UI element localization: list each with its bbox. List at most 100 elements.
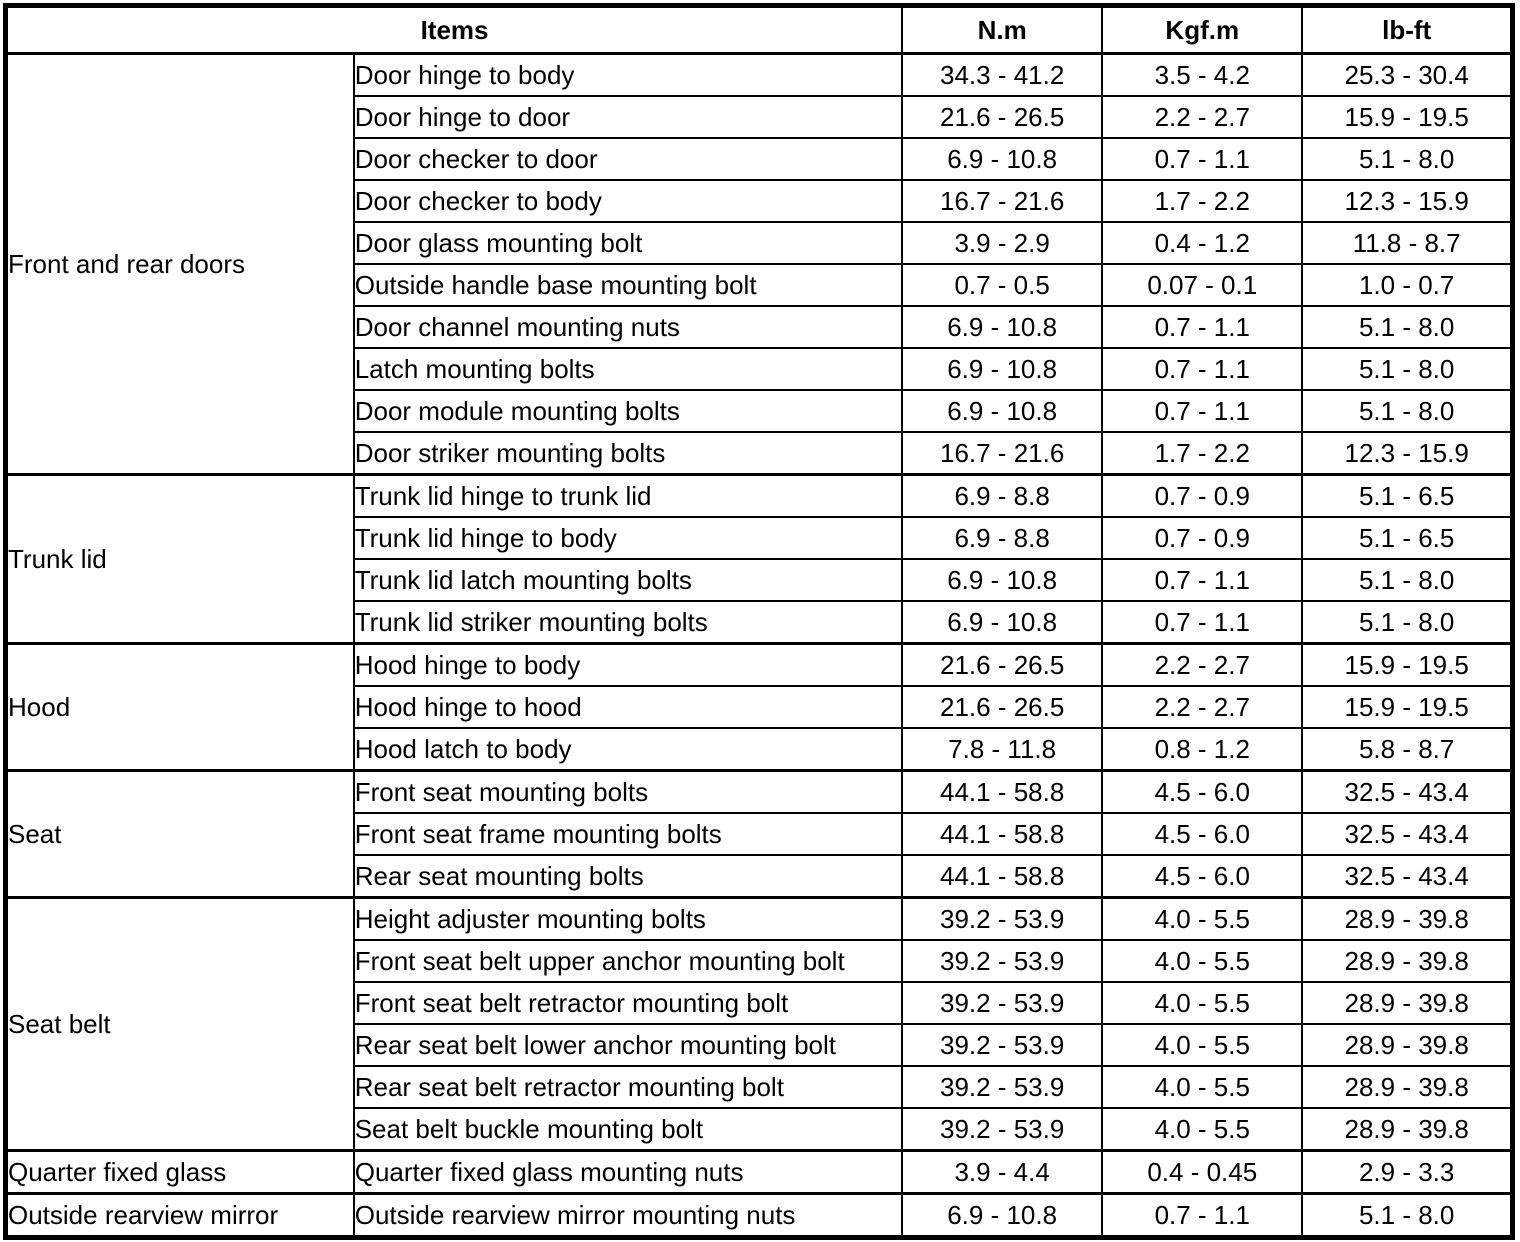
table-row: Outside rearview mirror Outside rearview …: [4, 1192, 1514, 1239]
value-cell-nm: 39.2 - 53.9: [901, 1107, 1104, 1152]
value-cell-kgfm: 3.5 - 4.2: [1101, 52, 1304, 97]
value-cell-nm: 21.6 - 26.5: [901, 95, 1104, 139]
category-cell: Trunk lid: [4, 473, 355, 645]
value-cell-lbft: 5.1 - 6.5: [1301, 516, 1514, 560]
table-row: Front seat belt retractor mounting bolt 3…: [6, 981, 1514, 1025]
value-cell-lbft: 15.9 - 19.5: [1301, 642, 1514, 687]
value-cell-lbft: 15.9 - 19.5: [1301, 685, 1514, 729]
table-row: Door checker to body 16.7 - 21.6 1.7 - 2.2…: [6, 179, 1514, 223]
item-cell: Door checker to door: [352, 137, 904, 181]
value-cell-lbft: 5.1 - 8.0: [1301, 558, 1514, 602]
item-cell: Trunk lid latch mounting bolts: [352, 558, 904, 602]
value-cell-nm: 34.3 - 41.2: [901, 52, 1104, 97]
item-cell: Rear seat belt retractor mounting bolt: [352, 1065, 904, 1109]
value-cell-kgfm: 0.4 - 0.45: [1101, 1149, 1304, 1195]
value-cell-kgfm: 2.2 - 2.7: [1101, 642, 1304, 687]
value-cell-nm: 39.2 - 53.9: [901, 1023, 1104, 1067]
value-cell-nm: 6.9 - 10.8: [901, 347, 1104, 391]
item-cell: Door hinge to door: [352, 95, 904, 139]
value-cell-nm: 6.9 - 10.8: [901, 137, 1104, 181]
value-cell-nm: 6.9 - 10.8: [901, 389, 1104, 433]
value-cell-kgfm: 4.5 - 6.0: [1101, 812, 1304, 856]
value-cell-kgfm: 2.2 - 2.7: [1101, 685, 1304, 729]
value-cell-lbft: 11.8 - 8.7: [1301, 221, 1514, 265]
value-cell-lbft: 28.9 - 39.8: [1301, 981, 1514, 1025]
value-cell-lbft: 25.3 - 30.4: [1301, 52, 1514, 97]
value-cell-kgfm: 0.8 - 1.2: [1101, 727, 1304, 772]
value-cell-kgfm: 0.7 - 1.1: [1101, 600, 1304, 645]
value-cell-kgfm: 0.7 - 1.1: [1101, 347, 1304, 391]
item-cell: Door hinge to body: [352, 52, 904, 97]
table-row: Hood latch to body 7.8 - 11.8 0.8 - 1.2 5.8…: [6, 727, 1514, 772]
table-row: Outside handle base mounting bolt 0.7 - 0…: [6, 263, 1514, 307]
value-cell-lbft: 15.9 - 19.5: [1301, 95, 1514, 139]
table-row: Door hinge to door 21.6 - 26.5 2.2 - 2.7 15…: [6, 95, 1514, 139]
item-cell: Seat belt buckle mounting bolt: [352, 1107, 904, 1152]
table-row: Trunk lid striker mounting bolts 6.9 - 10…: [6, 600, 1514, 645]
value-cell-nm: 6.9 - 8.8: [901, 516, 1104, 560]
value-cell-kgfm: 0.7 - 0.9: [1101, 473, 1304, 518]
value-cell-lbft: 28.9 - 39.8: [1301, 1065, 1514, 1109]
value-cell-lbft: 32.5 - 43.4: [1301, 769, 1514, 814]
table-row: Hood hinge to hood 21.6 - 26.5 2.2 - 2.7 15…: [6, 685, 1514, 729]
value-cell-kgfm: 4.0 - 5.5: [1101, 896, 1304, 941]
value-cell-kgfm: 2.2 - 2.7: [1101, 95, 1304, 139]
table-row: Trunk lid hinge to body 6.9 - 8.8 0.7 - 0.…: [6, 516, 1514, 560]
table-row: Latch mounting bolts 6.9 - 10.8 0.7 - 1.1 5…: [6, 347, 1514, 391]
value-cell-nm: 6.9 - 10.8: [901, 1192, 1104, 1239]
value-cell-kgfm: 4.5 - 6.0: [1101, 769, 1304, 814]
item-cell: Outside handle base mounting bolt: [352, 263, 904, 307]
value-cell-nm: 16.7 - 21.6: [901, 179, 1104, 223]
value-cell-nm: 6.9 - 10.8: [901, 600, 1104, 645]
value-cell-kgfm: 4.0 - 5.5: [1101, 981, 1304, 1025]
value-cell-nm: 6.9 - 10.8: [901, 305, 1104, 349]
item-cell: Door module mounting bolts: [352, 389, 904, 433]
col-header-nm: N.m: [901, 4, 1104, 55]
table-body: Front and rear doors Door hinge to body 34…: [4, 52, 1514, 1239]
value-cell-nm: 39.2 - 53.9: [901, 939, 1104, 983]
item-cell: Front seat frame mounting bolts: [352, 812, 904, 856]
table-row: Door module mounting bolts 6.9 - 10.8 0.7 …: [6, 389, 1514, 433]
item-cell: Trunk lid hinge to body: [352, 516, 904, 560]
value-cell-kgfm: 0.07 - 0.1: [1101, 263, 1304, 307]
value-cell-kgfm: 4.0 - 5.5: [1101, 1023, 1304, 1067]
value-cell-nm: 39.2 - 53.9: [901, 981, 1104, 1025]
table-row: Seat belt Height adjuster mounting bolts 3…: [4, 896, 1514, 1152]
value-cell-nm: 39.2 - 53.9: [901, 1065, 1104, 1109]
value-cell-lbft: 32.5 - 43.4: [1301, 812, 1514, 856]
value-cell-nm: 7.8 - 11.8: [901, 727, 1104, 772]
item-cell: Door checker to body: [352, 179, 904, 223]
value-cell-kgfm: 4.0 - 5.5: [1101, 1065, 1304, 1109]
value-cell-nm: 0.7 - 0.5: [901, 263, 1104, 307]
item-cell: Front seat belt upper anchor mounting bo…: [352, 939, 904, 983]
category-cell: Outside rearview mirror: [4, 1192, 355, 1239]
value-cell-kgfm: 4.5 - 6.0: [1101, 854, 1304, 899]
value-cell-kgfm: 1.7 - 2.2: [1101, 431, 1304, 476]
item-cell: Hood hinge to hood: [352, 685, 904, 729]
value-cell-lbft: 5.1 - 6.5: [1301, 473, 1514, 518]
category-cell: Quarter fixed glass: [4, 1149, 355, 1195]
value-cell-lbft: 5.1 - 8.0: [1301, 305, 1514, 349]
table-row: Trunk lid latch mounting bolts 6.9 - 10.8…: [6, 558, 1514, 602]
value-cell-nm: 44.1 - 58.8: [901, 812, 1104, 856]
value-cell-lbft: 2.9 - 3.3: [1301, 1149, 1514, 1195]
item-cell: Hood latch to body: [352, 727, 904, 772]
col-header-items: Items: [4, 4, 904, 55]
value-cell-kgfm: 0.7 - 1.1: [1101, 1192, 1304, 1239]
item-cell: Front seat mounting bolts: [352, 769, 904, 814]
value-cell-kgfm: 0.7 - 1.1: [1101, 558, 1304, 602]
value-cell-kgfm: 4.0 - 5.5: [1101, 1107, 1304, 1152]
category-cell: Hood: [4, 642, 355, 772]
table-row: Front seat frame mounting bolts 44.1 - 58…: [6, 812, 1514, 856]
table-row: Rear seat mounting bolts 44.1 - 58.8 4.5 -…: [6, 854, 1514, 899]
table-row: Front and rear doors Door hinge to body 34…: [4, 52, 1514, 476]
value-cell-lbft: 28.9 - 39.8: [1301, 939, 1514, 983]
col-header-kgfm: Kgf.m: [1101, 4, 1304, 55]
item-cell: Door channel mounting nuts: [352, 305, 904, 349]
value-cell-nm: 21.6 - 26.5: [901, 685, 1104, 729]
item-cell: Rear seat belt lower anchor mounting bol…: [352, 1023, 904, 1067]
value-cell-lbft: 28.9 - 39.8: [1301, 1107, 1514, 1152]
value-cell-lbft: 12.3 - 15.9: [1301, 431, 1514, 476]
table-row: Door channel mounting nuts 6.9 - 10.8 0.7 …: [6, 305, 1514, 349]
value-cell-lbft: 28.9 - 39.8: [1301, 896, 1514, 941]
